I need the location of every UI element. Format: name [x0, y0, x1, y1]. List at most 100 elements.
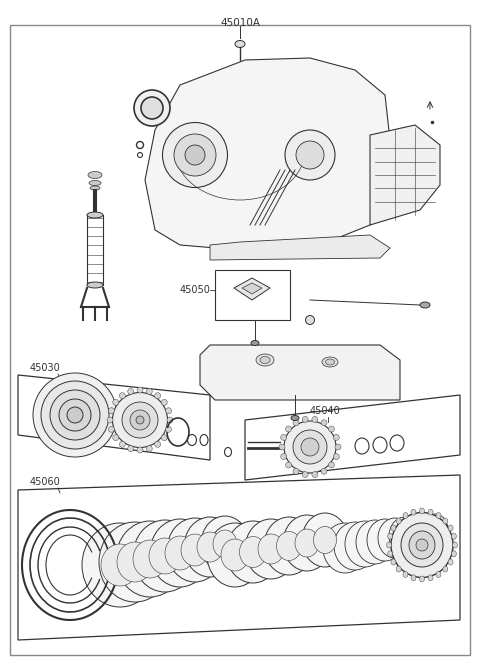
- Ellipse shape: [184, 517, 236, 577]
- Ellipse shape: [167, 518, 223, 582]
- Text: 45050: 45050: [179, 285, 210, 295]
- Ellipse shape: [276, 531, 301, 561]
- Ellipse shape: [161, 400, 167, 406]
- Ellipse shape: [403, 571, 408, 577]
- Ellipse shape: [281, 434, 287, 440]
- Ellipse shape: [101, 544, 139, 586]
- Ellipse shape: [197, 532, 223, 562]
- Ellipse shape: [174, 134, 216, 176]
- Ellipse shape: [133, 540, 167, 578]
- Ellipse shape: [420, 302, 430, 308]
- Ellipse shape: [108, 426, 114, 432]
- Ellipse shape: [436, 513, 441, 519]
- Ellipse shape: [411, 575, 416, 581]
- Ellipse shape: [89, 180, 101, 186]
- Ellipse shape: [443, 566, 448, 572]
- Ellipse shape: [150, 519, 210, 587]
- Ellipse shape: [264, 517, 314, 575]
- Ellipse shape: [161, 435, 167, 441]
- Ellipse shape: [302, 513, 348, 567]
- Ellipse shape: [420, 508, 424, 514]
- Ellipse shape: [286, 426, 291, 432]
- Ellipse shape: [448, 525, 453, 531]
- Ellipse shape: [207, 523, 263, 587]
- Ellipse shape: [409, 531, 435, 559]
- Ellipse shape: [388, 533, 393, 539]
- Text: 45060: 45060: [30, 477, 61, 487]
- Ellipse shape: [321, 468, 327, 474]
- Polygon shape: [370, 125, 440, 225]
- Ellipse shape: [293, 430, 327, 464]
- Ellipse shape: [389, 517, 421, 555]
- Ellipse shape: [388, 551, 393, 557]
- Ellipse shape: [396, 518, 401, 524]
- Text: 45010A: 45010A: [220, 18, 260, 28]
- Ellipse shape: [301, 438, 319, 456]
- Ellipse shape: [321, 420, 327, 426]
- Ellipse shape: [295, 529, 319, 557]
- Ellipse shape: [163, 122, 228, 188]
- Ellipse shape: [391, 559, 396, 565]
- Ellipse shape: [443, 518, 448, 524]
- Ellipse shape: [120, 442, 125, 448]
- Ellipse shape: [256, 354, 274, 366]
- Ellipse shape: [312, 471, 318, 477]
- Ellipse shape: [50, 390, 100, 440]
- Text: 45040: 45040: [310, 406, 341, 416]
- Ellipse shape: [67, 407, 83, 423]
- Ellipse shape: [428, 509, 433, 515]
- Ellipse shape: [130, 410, 150, 430]
- Ellipse shape: [325, 359, 335, 365]
- Ellipse shape: [146, 446, 152, 452]
- Ellipse shape: [302, 471, 308, 477]
- Polygon shape: [145, 58, 390, 250]
- Ellipse shape: [333, 454, 339, 460]
- Ellipse shape: [401, 523, 443, 567]
- Ellipse shape: [436, 571, 441, 577]
- Ellipse shape: [87, 282, 103, 288]
- Ellipse shape: [146, 388, 152, 394]
- Ellipse shape: [284, 421, 336, 473]
- Ellipse shape: [293, 468, 299, 474]
- Ellipse shape: [108, 408, 114, 414]
- Ellipse shape: [167, 417, 173, 423]
- Ellipse shape: [356, 520, 394, 564]
- Ellipse shape: [116, 521, 184, 597]
- Ellipse shape: [59, 399, 91, 431]
- Ellipse shape: [335, 444, 341, 450]
- Ellipse shape: [88, 172, 102, 178]
- Ellipse shape: [453, 542, 457, 548]
- Ellipse shape: [291, 416, 299, 420]
- Ellipse shape: [213, 530, 237, 558]
- Ellipse shape: [133, 520, 197, 592]
- Ellipse shape: [283, 515, 331, 571]
- Ellipse shape: [448, 559, 453, 565]
- Ellipse shape: [428, 575, 433, 581]
- Ellipse shape: [313, 527, 336, 553]
- Ellipse shape: [155, 442, 161, 448]
- Ellipse shape: [411, 509, 416, 515]
- Ellipse shape: [134, 90, 170, 126]
- Ellipse shape: [260, 356, 270, 364]
- Ellipse shape: [33, 373, 117, 457]
- Ellipse shape: [251, 340, 259, 346]
- Ellipse shape: [281, 454, 287, 460]
- Ellipse shape: [322, 357, 338, 367]
- Ellipse shape: [165, 536, 195, 570]
- Ellipse shape: [396, 566, 401, 572]
- Polygon shape: [200, 345, 400, 400]
- Ellipse shape: [185, 145, 205, 165]
- Ellipse shape: [333, 434, 339, 440]
- Ellipse shape: [128, 388, 134, 394]
- Ellipse shape: [117, 542, 153, 582]
- Ellipse shape: [285, 130, 335, 180]
- Ellipse shape: [403, 513, 408, 519]
- Ellipse shape: [149, 538, 181, 574]
- Ellipse shape: [41, 381, 109, 449]
- Ellipse shape: [451, 551, 456, 557]
- Ellipse shape: [420, 576, 424, 582]
- Ellipse shape: [128, 446, 134, 452]
- Ellipse shape: [312, 416, 318, 422]
- Ellipse shape: [137, 387, 143, 393]
- Ellipse shape: [286, 462, 291, 468]
